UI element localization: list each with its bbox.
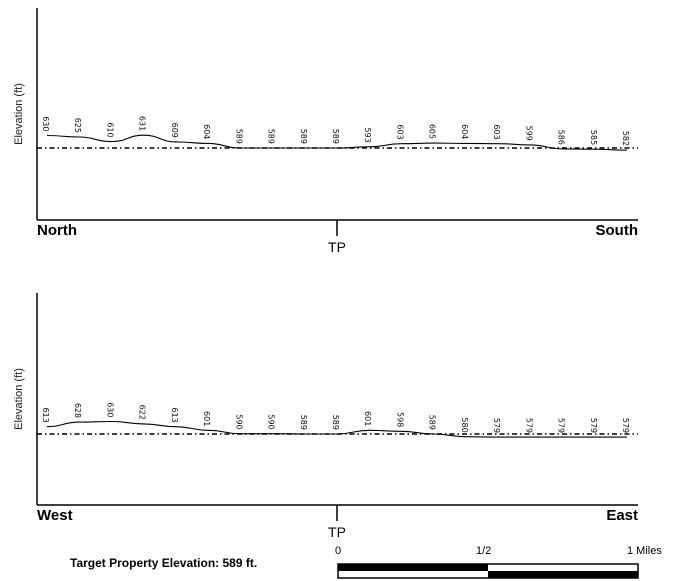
elevation-value-label: 589 xyxy=(299,415,308,430)
chart-west-east: Elevation (ft) West East TP 613 628 630 622… xyxy=(13,293,638,540)
scale-label-mid: 1/2 xyxy=(476,545,492,557)
elevation-value-label: 604 xyxy=(460,124,469,139)
scale-bar xyxy=(337,563,639,579)
elevation-value-label: 625 xyxy=(73,118,82,133)
elevation-value-label: 582 xyxy=(621,131,630,146)
elevation-value-label: 601 xyxy=(363,411,372,426)
elevation-value-label: 590 xyxy=(234,414,243,429)
elevation-value-label: 579 xyxy=(557,418,566,433)
elevation-value-label: 603 xyxy=(395,124,404,139)
elevation-value-label: 613 xyxy=(170,407,179,422)
elevation-value-label: 603 xyxy=(492,124,501,139)
elevation-value-label: 579 xyxy=(621,418,630,433)
elevation-value-label: 631 xyxy=(138,116,147,131)
elevation-value-label: 601 xyxy=(202,411,211,426)
elevation-value-label: 589 xyxy=(267,129,276,144)
elevation-value-label: 609 xyxy=(170,123,179,138)
elevation-value-label: 579 xyxy=(589,418,598,433)
scale-segment-bottom-right xyxy=(488,571,638,578)
elevation-value-label: 586 xyxy=(557,130,566,145)
scale-label-end: 1 Miles xyxy=(627,545,662,557)
target-property-elevation: Target Property Elevation: 589 ft. xyxy=(70,556,258,570)
elevation-value-label: 593 xyxy=(363,128,372,143)
elevation-value-label: 589 xyxy=(331,415,340,430)
elevation-value-label: 598 xyxy=(395,412,404,427)
elevation-value-label: 585 xyxy=(589,130,598,145)
elevation-value-label: 610 xyxy=(105,122,114,137)
left-direction-label: West xyxy=(37,507,73,524)
elevation-labels: 613 628 630 622 613 601 590 590 589 589 601 598 589 5… xyxy=(41,402,630,433)
scale-label-start: 0 xyxy=(335,545,342,557)
elevation-value-label: 599 xyxy=(524,126,533,141)
tp-label: TP xyxy=(328,239,346,255)
elevation-value-label: 604 xyxy=(202,124,211,139)
elevation-value-label: 628 xyxy=(73,403,82,418)
tp-label: TP xyxy=(328,524,346,540)
scale-segment-top-left xyxy=(338,564,488,571)
elevation-value-label: 589 xyxy=(331,129,340,144)
elevation-value-label: 630 xyxy=(105,402,114,417)
elevation-value-label: 622 xyxy=(138,405,147,420)
right-direction-label: East xyxy=(606,507,638,524)
elevation-value-label: 579 xyxy=(524,418,533,433)
elevation-value-label: 589 xyxy=(428,415,437,430)
elevation-value-label: 605 xyxy=(428,124,437,139)
elevation-value-label: 580 xyxy=(460,417,469,432)
elevation-line xyxy=(46,134,628,151)
elevation-value-label: 590 xyxy=(267,414,276,429)
elevation-labels: 630 625 610 631 609 604 589 589 589 589 593 603 605 6… xyxy=(41,116,630,146)
y-axis-label: Elevation (ft) xyxy=(13,368,25,430)
elevation-value-label: 630 xyxy=(41,116,50,131)
elevation-line xyxy=(46,420,627,438)
elevation-value-label: 589 xyxy=(234,129,243,144)
left-direction-label: North xyxy=(37,222,77,239)
chart-north-south: Elevation (ft) North South TP 630 625 610 6… xyxy=(13,8,638,255)
elevation-value-label: 589 xyxy=(299,129,308,144)
elevation-value-label: 613 xyxy=(41,407,50,422)
right-direction-label: South xyxy=(596,222,639,239)
elevation-value-label: 579 xyxy=(492,418,501,433)
y-axis-label: Elevation (ft) xyxy=(13,83,25,145)
